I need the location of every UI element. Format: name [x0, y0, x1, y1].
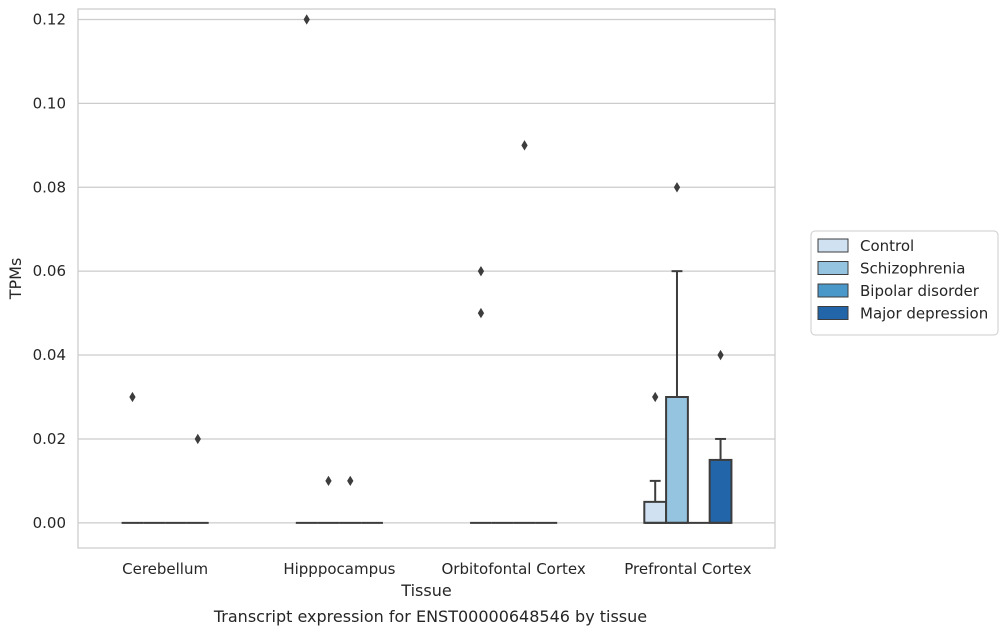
- box-group: [643, 391, 668, 524]
- y-tick-label: 0.04: [33, 346, 66, 364]
- y-tick-label: 0.10: [33, 94, 66, 112]
- legend-swatch: [817, 261, 849, 275]
- x-tick-labels: Cerebellum Hipppocampus Orbitofontal Corte…: [122, 560, 751, 578]
- legend-swatch: [817, 283, 849, 298]
- box-group: [121, 391, 144, 524]
- box-group: [339, 475, 362, 524]
- outlier-point: [673, 182, 681, 193]
- x-tick-label: Orbitofontal Cortex: [442, 560, 586, 578]
- box: [643, 500, 668, 524]
- legend: Control Schizophrenia Bipolar disorder Majo…: [810, 230, 999, 336]
- outlier-point: [303, 14, 310, 25]
- outlier-point: [325, 475, 332, 487]
- y-tick-label: 0.02: [33, 430, 66, 448]
- legend-swatch: [817, 306, 849, 320]
- y-tick-label: 0.08: [33, 178, 66, 196]
- outlier-point: [347, 475, 354, 487]
- box: [665, 395, 689, 524]
- box-group: [470, 265, 492, 524]
- y-tick-label: 0.12: [33, 10, 66, 28]
- outlier-point: [477, 265, 485, 277]
- legend-label: Bipolar disorder: [860, 282, 980, 300]
- legend-label: Major depression: [860, 305, 988, 323]
- outlier-point: [194, 433, 201, 445]
- outlier-point: [652, 391, 659, 403]
- plot-area-frame: [77, 8, 776, 549]
- y-tick-label: 0.06: [33, 262, 66, 280]
- y-tick-label: 0.00: [33, 514, 66, 532]
- x-tick-label: Cerebellum: [122, 560, 208, 578]
- box-groups: [121, 14, 733, 524]
- box-group: [295, 14, 318, 524]
- figure-caption: Transcript expression for ENST0000064854…: [213, 607, 647, 626]
- gridlines: [78, 18, 775, 524]
- legend-swatch: [817, 238, 849, 253]
- y-tick-labels: 0.00 0.02 0.04 0.06 0.08 0.10 0.12: [33, 10, 66, 531]
- y-axis-label: TPMs: [6, 258, 25, 301]
- outlier-point: [477, 307, 485, 319]
- x-tick-label: Prefrontal Cortex: [624, 560, 751, 578]
- box-group: [186, 433, 209, 524]
- box-group: [708, 349, 733, 524]
- x-tick-label: Hipppocampus: [283, 560, 395, 578]
- box-group: [317, 475, 340, 524]
- box-group: [665, 182, 689, 524]
- outlier-point: [129, 391, 136, 403]
- legend-label: Schizophrenia: [860, 260, 965, 278]
- outlier-point: [521, 140, 528, 151]
- x-axis-label: Tissue: [400, 581, 451, 600]
- box: [708, 458, 733, 524]
- legend-label: Control: [860, 237, 914, 255]
- box-group: [513, 140, 536, 524]
- legend-frame: [810, 230, 999, 336]
- outlier-point: [717, 349, 724, 361]
